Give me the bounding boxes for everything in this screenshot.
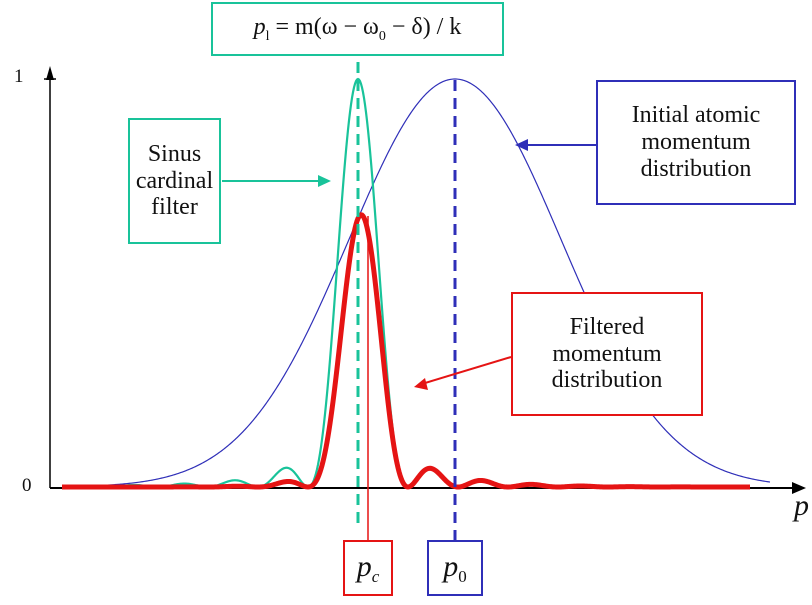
pc-marker-box: pc	[343, 540, 393, 596]
y-axis-arrow	[46, 66, 54, 80]
initial-distribution-curve	[74, 78, 771, 487]
y-axis-label-0: 0	[22, 475, 32, 496]
sinc-filter-label: Sinus cardinal filter	[128, 118, 221, 244]
initial-pointer-arrowhead	[515, 139, 528, 151]
p0-marker-box: p0	[427, 540, 483, 596]
filtered-pointer-arrowhead	[414, 378, 428, 390]
initial-distribution-label: Initial atomic momentum distribution	[596, 80, 796, 205]
x-axis-label-p: p	[794, 489, 809, 522]
sinc-pointer-arrowhead	[318, 175, 331, 187]
filtered-distribution-label: Filtered momentum distribution	[511, 292, 703, 416]
filtered-pointer-line	[424, 356, 512, 384]
y-axis-label-1: 1	[14, 66, 24, 87]
x-axis-arrow	[792, 482, 806, 494]
pl-formula-box: pl = m(ω − ω0 − δ) / k	[211, 2, 504, 56]
filtered-distribution-curve	[62, 212, 750, 490]
formula-text: pl = m(ω − ω0 − δ) / k	[253, 13, 462, 44]
